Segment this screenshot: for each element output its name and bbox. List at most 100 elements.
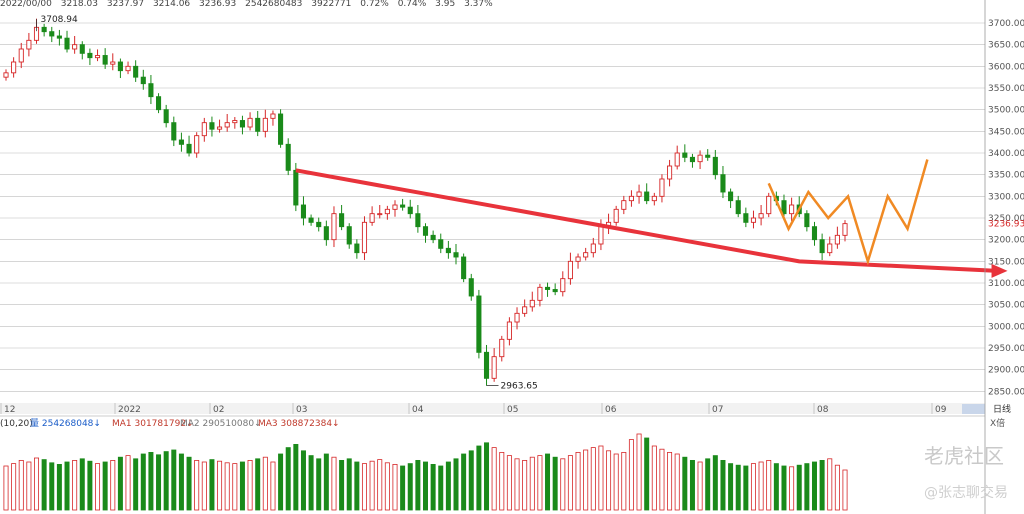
volume-bar [339, 459, 345, 511]
candle-down [453, 252, 459, 258]
candle-down [689, 156, 696, 163]
candle-down [186, 143, 192, 154]
volume-bar [308, 455, 314, 511]
candle-up [575, 256, 581, 262]
volume-bar [400, 465, 406, 511]
volume-bar [224, 462, 230, 511]
date-tick-label: 2022 [118, 405, 141, 415]
candle-down [87, 52, 93, 59]
volume-bar [194, 459, 200, 511]
volume-bar [613, 453, 619, 511]
candle-down [720, 174, 726, 193]
candle-down [354, 243, 360, 254]
volume-bar [712, 455, 718, 511]
volume-bar [697, 461, 703, 511]
volume-bar [636, 433, 642, 511]
volume-bar [140, 453, 146, 511]
y-tick-label: 3400.00 [988, 149, 1024, 159]
volume-bar [209, 459, 215, 511]
volume-bar [606, 450, 612, 511]
volume-bar [789, 466, 795, 511]
candle-up [3, 72, 9, 78]
y-tick-label: 3700.00 [988, 19, 1024, 29]
candle-down [407, 206, 413, 215]
volume-bar [651, 445, 657, 511]
candle-up [217, 126, 223, 130]
candlesticks [3, 18, 848, 386]
header-close: 3236.93 [199, 0, 237, 8]
candle-up [369, 213, 375, 223]
header-volume: 2542680483 [245, 0, 303, 8]
candle-down [552, 289, 558, 293]
volume-bar [407, 463, 413, 511]
candle-down [819, 239, 825, 254]
candle-down [323, 226, 329, 241]
volume-bar [659, 448, 665, 511]
volume-bar [354, 461, 360, 511]
volume-bar [834, 464, 840, 511]
watermark-brand: 老虎社区 [924, 444, 1004, 468]
price-axis: 2850.00 2900.00 2950.00 3000.00 3050.00 3100.… [984, 0, 1024, 514]
volume-bar [529, 456, 535, 511]
candle-down [209, 122, 215, 130]
volume-bar [735, 464, 741, 511]
volume-bar [796, 464, 802, 511]
volume-bar [811, 461, 817, 511]
candle-down [148, 83, 154, 98]
date-tick-label: 04 [412, 405, 424, 415]
date-tick-label: 07 [712, 405, 723, 415]
y-tick-label: 3350.00 [988, 171, 1024, 181]
candle-up [659, 178, 665, 197]
header-high: 3237.97 [106, 0, 145, 8]
y-tick-label: 3250.00 [988, 214, 1024, 224]
low-label: 2963.65 [501, 381, 538, 391]
volume-bar [758, 461, 764, 511]
volume-header-1: 量 254268048↓ [30, 418, 101, 429]
header-amplitude: 0.74% [397, 0, 427, 8]
header-change: 0.72% [360, 0, 389, 8]
volume-bar [117, 456, 123, 511]
volume-bar [125, 455, 131, 511]
candle-up [834, 234, 840, 245]
volume-bar [87, 460, 93, 511]
volume-bar [239, 461, 245, 511]
period-scrollbar [962, 404, 985, 414]
candle-down [544, 286, 551, 290]
candle-down [102, 55, 108, 65]
volume-bar [453, 458, 459, 511]
volume-bar [567, 455, 573, 511]
volume-bar [156, 454, 162, 511]
volume-bar [689, 459, 695, 511]
last-price-label: 3236.93 [988, 220, 1024, 230]
volume-bar [102, 461, 108, 511]
volume-bar [461, 453, 467, 511]
volume-bar [186, 456, 192, 511]
candle-up [499, 338, 505, 358]
volume-bar [26, 461, 32, 511]
candle-up [789, 204, 795, 215]
candle-down [300, 204, 307, 219]
candle-down [400, 204, 406, 208]
volume-bar [430, 463, 436, 511]
volume-bar [384, 462, 390, 511]
candle-up [651, 195, 657, 202]
candle-up [361, 221, 368, 254]
volume-bar [491, 447, 497, 511]
volume-bar [705, 458, 711, 511]
candle-up [125, 65, 131, 72]
trend-arrowhead [991, 263, 1008, 278]
candle-down [682, 152, 688, 158]
y-tick-label: 3100.00 [988, 279, 1024, 289]
volume-bar [583, 449, 589, 511]
volume-bar [79, 458, 85, 511]
candle-up [621, 200, 627, 210]
candle-down [285, 143, 291, 171]
candle-down [705, 154, 711, 158]
candle-down [171, 122, 177, 141]
candle-up [827, 243, 833, 254]
volume-bar [628, 439, 634, 511]
volume-bar [667, 451, 673, 511]
y-tick-label: 3150.00 [988, 257, 1024, 267]
volume-bar [720, 459, 726, 511]
candle-down [422, 226, 429, 236]
